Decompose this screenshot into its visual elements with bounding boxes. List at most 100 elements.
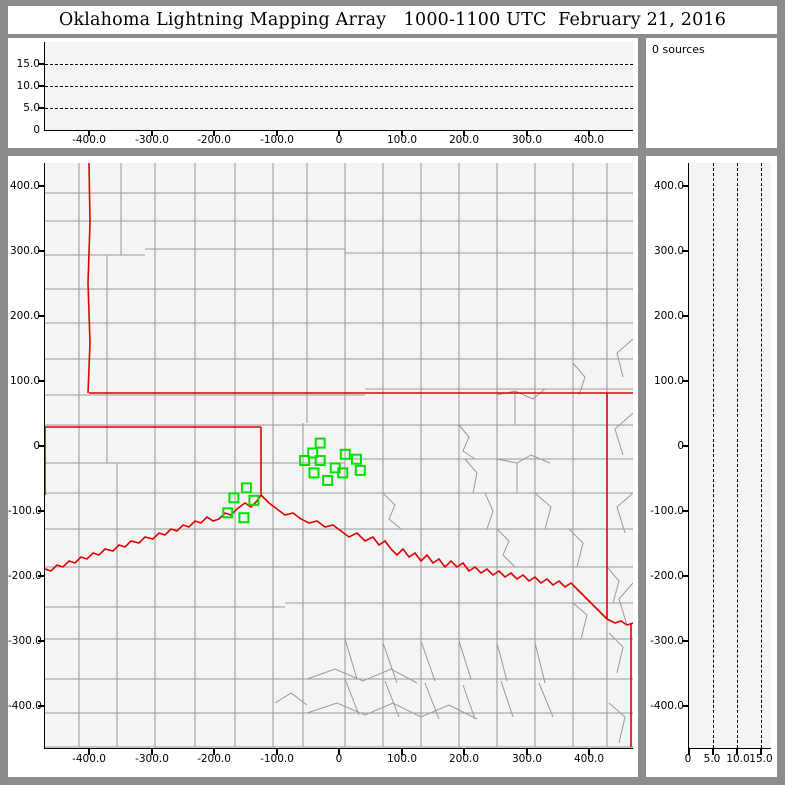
ytick-label-10: 10.0 <box>16 80 40 92</box>
lma-station-markers <box>222 437 366 524</box>
hist-ytick-mark-300 <box>682 250 688 252</box>
lma-station-marker <box>314 455 326 466</box>
lma-station-marker <box>307 447 319 459</box>
hist-ytick-label-300: 300.0 <box>653 245 684 257</box>
hist-gridline-10 <box>737 163 738 748</box>
plan-view-map-panel[interactable]: 400.0 300.0 200.0 100.0 0 -100.0 -200.0 … <box>8 156 638 777</box>
map-ytick-mark--200 <box>38 575 44 577</box>
lma-station-marker <box>238 512 250 524</box>
map-xtick-mark-0 <box>338 749 340 755</box>
ytick-label-5: 5.0 <box>23 102 40 114</box>
ytick-label-0: 0 <box>33 124 40 136</box>
xtick-mark--100 <box>276 130 278 136</box>
hist-ytick-mark--200 <box>682 575 688 577</box>
hist-ytick-label-200: 200.0 <box>653 310 684 322</box>
map-ytick-label-300: 300.0 <box>9 245 40 257</box>
lma-station-marker <box>351 453 362 465</box>
xtick-label--300: -300.0 <box>135 134 169 146</box>
lma-station-marker <box>322 474 334 486</box>
map-xtick-label--300: -300.0 <box>135 753 169 765</box>
lma-station-marker <box>222 507 234 519</box>
map-ytick-mark--100 <box>38 510 44 512</box>
hist-xtick-label-15: 15.0 <box>749 753 773 765</box>
map-ytick-label--300: -300.0 <box>8 635 42 647</box>
xtick-mark-200 <box>463 130 465 136</box>
ytick-label-15: 15.0 <box>16 58 40 70</box>
lma-station-marker <box>308 467 320 479</box>
map-xtick-mark-200 <box>463 749 465 755</box>
map-ytick-mark--400 <box>38 705 44 707</box>
hist-gridline-5 <box>713 163 714 748</box>
xtick-mark-300 <box>526 130 528 136</box>
xtick-label-300: 300.0 <box>511 134 543 146</box>
map-ytick-mark--300 <box>38 640 44 642</box>
ytick-mark-15 <box>38 63 44 65</box>
lma-station-marker <box>228 492 240 504</box>
map-ytick-label-0: 0 <box>33 440 40 452</box>
lma-station-marker <box>354 464 366 476</box>
map-xtick-label--100: -100.0 <box>260 753 294 765</box>
map-plot-area[interactable] <box>44 163 633 749</box>
county-boundaries <box>45 163 633 748</box>
xtick-label--200: -200.0 <box>197 134 231 146</box>
hist-ytick-label-0: 0 <box>677 440 684 452</box>
map-ytick-label--100: -100.0 <box>8 505 42 517</box>
hist-ytick-label--100: -100.0 <box>650 505 684 517</box>
xtick-mark--200 <box>213 130 215 136</box>
hist-ytick-label-400: 400.0 <box>653 180 684 192</box>
hist-ytick-mark-100 <box>682 380 688 382</box>
hist-ytick-mark-200 <box>682 315 688 317</box>
gridline-5 <box>45 108 633 109</box>
hist-ytick-label--300: -300.0 <box>650 635 684 647</box>
hist-ytick-label-100: 100.0 <box>653 375 684 387</box>
page-title: Oklahoma Lightning Mapping Array 1000-11… <box>58 10 727 30</box>
xtick-mark-100 <box>401 130 403 136</box>
map-xtick-label-0: 0 <box>335 753 343 765</box>
map-xtick-mark--300 <box>151 749 153 755</box>
map-xtick-label-400: 400.0 <box>573 753 605 765</box>
sources-panel: 0 sources <box>646 38 777 148</box>
state-boundaries <box>45 163 633 747</box>
xtick-label-200: 200.0 <box>448 134 480 146</box>
lma-station-marker <box>337 467 349 479</box>
gridline-15 <box>45 64 633 65</box>
xtick-label-400: 400.0 <box>573 134 605 146</box>
map-xtick-mark-300 <box>526 749 528 755</box>
xtick-mark--300 <box>151 130 153 136</box>
map-ytick-label-400: 400.0 <box>9 180 40 192</box>
time-height-plot-area[interactable] <box>44 42 633 131</box>
map-xtick-mark--100 <box>276 749 278 755</box>
hist-xtick-label-10: 10.0 <box>726 753 750 765</box>
hist-ytick-mark-400 <box>682 185 688 187</box>
hist-ytick-label--200: -200.0 <box>650 570 684 582</box>
map-ytick-label-100: 100.0 <box>9 375 40 387</box>
hist-gridline-15 <box>761 163 762 748</box>
altitude-histogram-panel[interactable]: 400.0 300.0 200.0 100.0 0 -100.0 -200.0 … <box>646 156 777 777</box>
xtick-mark--400 <box>88 130 90 136</box>
xtick-label-0: 0 <box>335 134 343 146</box>
map-xtick-label-200: 200.0 <box>448 753 480 765</box>
hist-xtick-mark-15 <box>760 749 762 755</box>
xtick-label-100: 100.0 <box>386 134 418 146</box>
map-ytick-mark-200 <box>38 315 44 317</box>
hist-xtick-mark-5 <box>712 749 714 755</box>
lma-station-marker <box>299 455 311 466</box>
map-xtick-label-100: 100.0 <box>386 753 418 765</box>
hist-ytick-mark-0 <box>682 445 688 447</box>
hist-ytick-mark--400 <box>682 705 688 707</box>
lma-station-marker <box>248 494 260 506</box>
time-height-panel[interactable]: 0 5.0 10.0 15.0 -400.0 -300.0 -200.0 -10… <box>8 38 638 148</box>
map-ytick-mark-0 <box>38 445 44 447</box>
hist-xtick-mark-0 <box>688 749 690 755</box>
map-ytick-mark-400 <box>38 185 44 187</box>
hist-ytick-label--400: -400.0 <box>650 700 684 712</box>
map-ytick-label--400: -400.0 <box>8 700 42 712</box>
ytick-mark-10 <box>38 85 44 87</box>
ytick-mark-5 <box>38 107 44 109</box>
title-bar: Oklahoma Lightning Mapping Array 1000-11… <box>8 6 777 34</box>
lma-station-marker <box>314 437 326 449</box>
altitude-histogram-plot-area[interactable] <box>688 163 771 749</box>
map-xtick-label--400: -400.0 <box>72 753 106 765</box>
xtick-mark-0 <box>338 130 340 136</box>
